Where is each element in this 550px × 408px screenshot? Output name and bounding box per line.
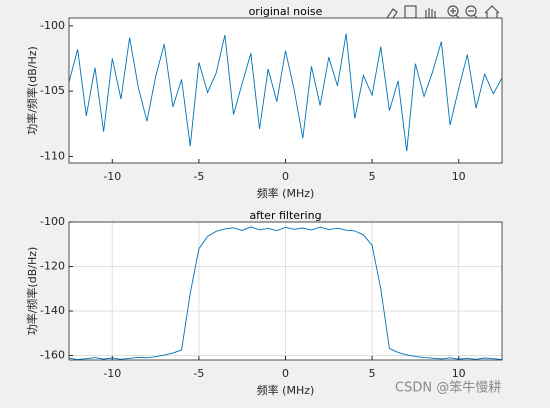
x-tick-label: 5 <box>369 170 376 183</box>
y-tick-label: -140 <box>40 304 65 317</box>
x-tick-label: 10 <box>452 170 466 183</box>
x-tick-label: 5 <box>369 367 376 380</box>
x-tick-label: -10 <box>103 367 121 380</box>
y-axis-label: 功率/频率(dB/Hz) <box>25 46 39 135</box>
data-line <box>68 33 503 152</box>
x-tick-label: -5 <box>193 367 204 380</box>
chart-title: original noise <box>249 5 323 18</box>
x-tick-label: 0 <box>282 367 289 380</box>
x-tick-label: -5 <box>193 170 204 183</box>
y-tick-label: -100 <box>40 19 65 32</box>
data-line <box>68 226 503 361</box>
x-tick-label: 0 <box>282 170 289 183</box>
watermark: CSDN @笨牛慢耕 <box>395 380 501 396</box>
y-axis-label: 功率/频率(dB/Hz) <box>25 247 39 336</box>
chart-title: after filtering <box>249 209 321 222</box>
axes-box <box>68 221 503 361</box>
y-tick-label: -100 <box>40 215 65 228</box>
y-tick-label: -160 <box>40 349 65 362</box>
axes-box <box>68 17 503 164</box>
zoom-in-icon[interactable] <box>447 5 459 17</box>
x-axis-label: 频率 (MHz) <box>257 383 315 397</box>
x-axis-label: 频率 (MHz) <box>257 186 315 200</box>
pan-icon[interactable] <box>425 8 436 19</box>
x-tick-label: -10 <box>103 170 121 183</box>
axes-background <box>69 18 502 163</box>
toolbar <box>385 5 500 22</box>
y-tick-label: -105 <box>40 84 65 97</box>
y-tick-label: -110 <box>40 149 65 162</box>
x-tick-label: 10 <box>452 367 466 380</box>
zoom-out-icon[interactable] <box>465 5 477 17</box>
y-tick-label: -120 <box>40 260 65 273</box>
